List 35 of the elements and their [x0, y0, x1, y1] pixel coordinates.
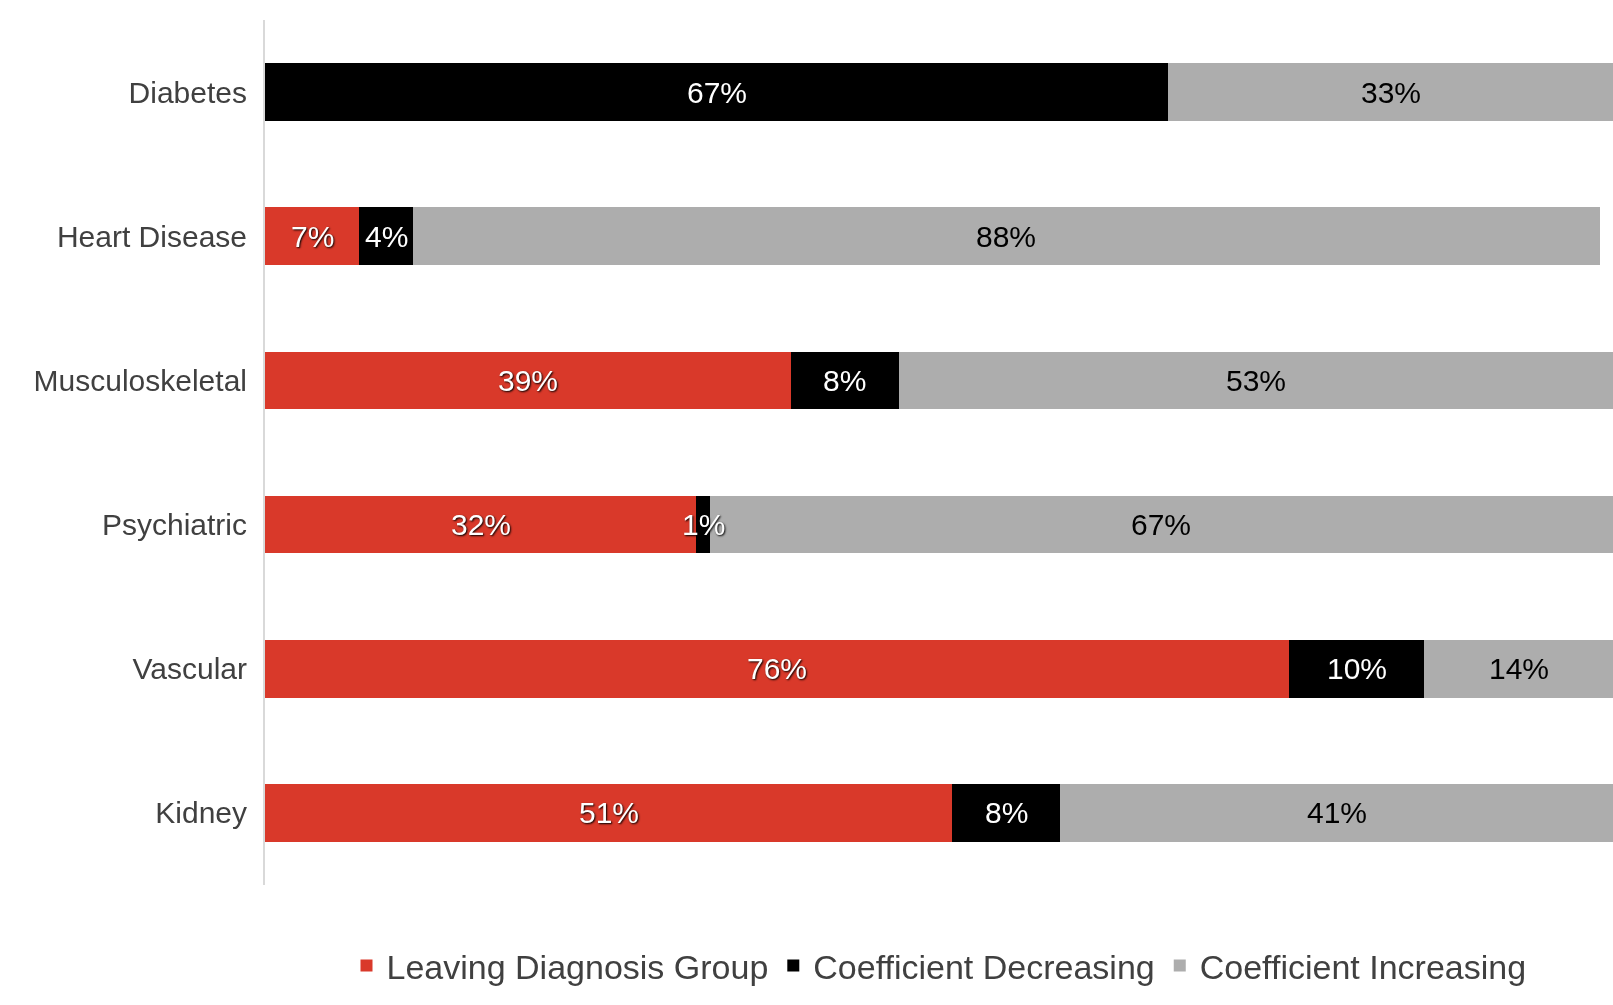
data-label: 67% — [687, 76, 748, 109]
bar — [265, 351, 791, 410]
bar — [1060, 784, 1613, 842]
data-label: 53% — [1226, 364, 1287, 397]
y-tick-label: Psychiatric — [101, 508, 247, 542]
legend-label: Coefficient Increasing — [1199, 947, 1527, 986]
data-label: 7% — [291, 220, 335, 253]
data-label: 33% — [1361, 76, 1422, 109]
data-label: 41% — [1307, 796, 1368, 829]
bar — [265, 63, 1169, 121]
y-tick-label: Kidney — [155, 796, 247, 830]
bar — [1424, 639, 1613, 698]
data-label: 8% — [985, 796, 1029, 829]
data-label: 1% — [682, 508, 726, 541]
y-tick-label: Musculoskeletal — [33, 363, 247, 397]
bar — [413, 207, 1600, 266]
data-label: 67% — [1131, 508, 1192, 541]
data-label: 39% — [498, 364, 559, 397]
bar — [265, 639, 1290, 698]
data-label: 8% — [823, 364, 867, 397]
data-label: 76% — [747, 652, 808, 685]
bar — [1168, 63, 1613, 121]
y-tick-label: Heart Disease — [56, 219, 247, 253]
legend-label: Coefficient Decreasing — [813, 947, 1155, 986]
data-label: 4% — [365, 220, 409, 253]
y-tick-label: Diabetes — [128, 75, 247, 109]
data-label: 51% — [579, 796, 640, 829]
bar — [265, 784, 953, 842]
bar — [898, 351, 1613, 410]
data-label: 32% — [451, 508, 512, 541]
data-label: 14% — [1489, 652, 1550, 685]
data-label: 88% — [976, 220, 1037, 253]
data-label: 10% — [1327, 652, 1388, 685]
legend-label: Leaving Diagnosis Group — [386, 947, 769, 986]
y-tick-label: Vascular — [132, 652, 247, 686]
